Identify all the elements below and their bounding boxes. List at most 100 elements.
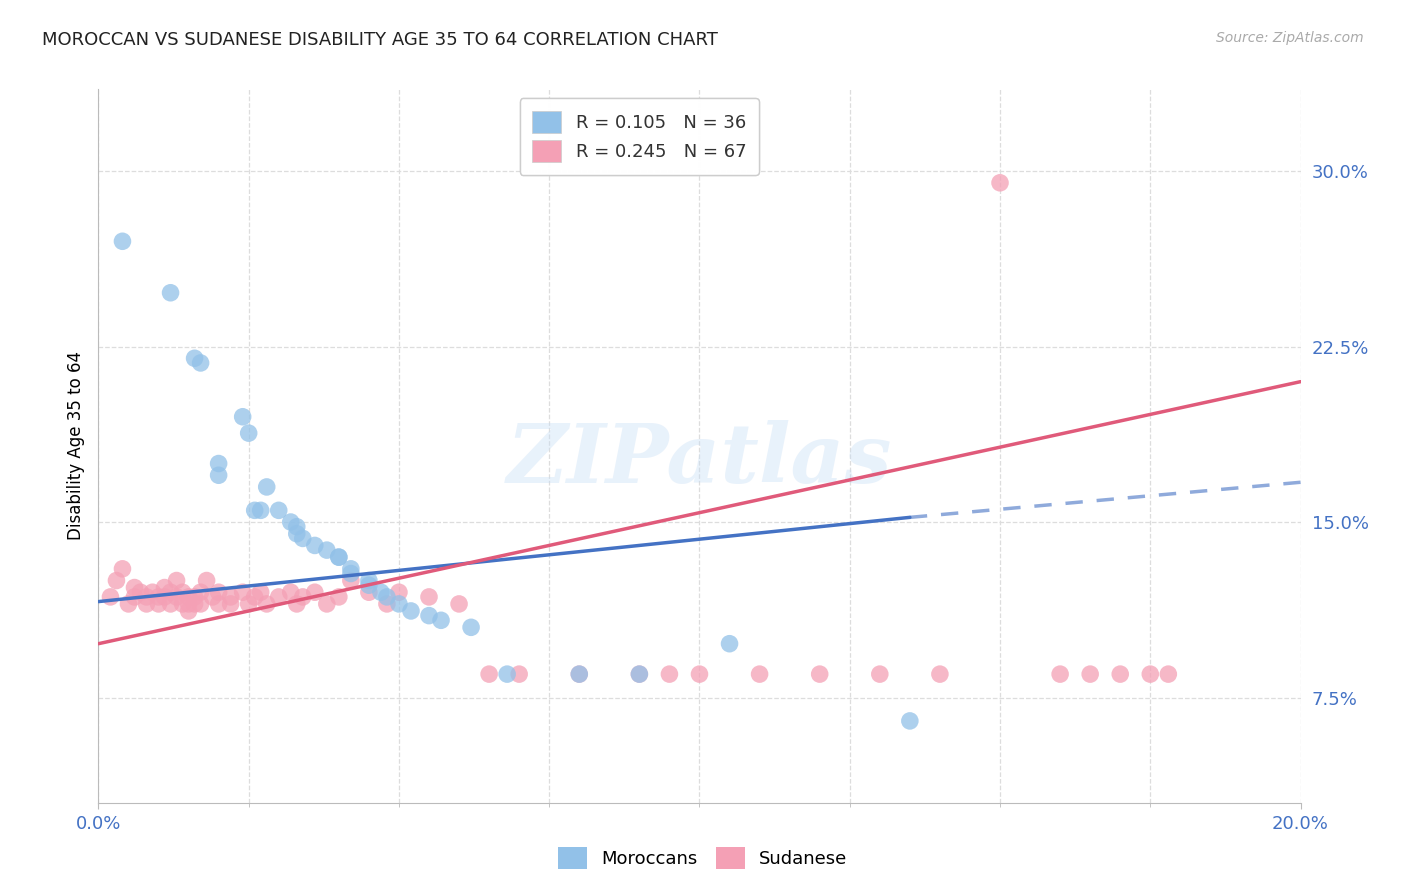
Point xyxy=(159,285,181,300)
Point xyxy=(418,590,440,604)
Point xyxy=(256,480,278,494)
Point xyxy=(141,585,163,599)
Point xyxy=(869,667,891,681)
Point xyxy=(183,597,205,611)
Legend: Moroccans, Sudanese: Moroccans, Sudanese xyxy=(550,838,856,879)
Point xyxy=(159,597,181,611)
Point xyxy=(1139,667,1161,681)
Point xyxy=(357,585,380,599)
Point xyxy=(256,597,278,611)
Point xyxy=(1157,667,1180,681)
Text: MOROCCAN VS SUDANESE DISABILITY AGE 35 TO 64 CORRELATION CHART: MOROCCAN VS SUDANESE DISABILITY AGE 35 T… xyxy=(42,31,718,49)
Point xyxy=(496,667,519,681)
Point xyxy=(285,519,308,533)
Point xyxy=(291,590,314,604)
Point xyxy=(208,585,231,599)
Y-axis label: Disability Age 35 to 64: Disability Age 35 to 64 xyxy=(66,351,84,541)
Point xyxy=(304,538,326,552)
Point xyxy=(718,637,741,651)
Point xyxy=(689,667,711,681)
Point xyxy=(898,714,921,728)
Point xyxy=(232,409,254,424)
Point xyxy=(340,562,363,576)
Point xyxy=(148,597,170,611)
Point xyxy=(201,590,224,604)
Point xyxy=(208,468,231,483)
Point xyxy=(148,590,170,604)
Point xyxy=(208,457,231,471)
Point xyxy=(304,585,326,599)
Point xyxy=(375,597,398,611)
Point xyxy=(291,532,314,546)
Point xyxy=(190,597,212,611)
Legend: R = 0.105   N = 36, R = 0.245   N = 67: R = 0.105 N = 36, R = 0.245 N = 67 xyxy=(520,98,759,175)
Point xyxy=(153,581,176,595)
Point xyxy=(388,597,411,611)
Point xyxy=(267,590,290,604)
Point xyxy=(172,585,194,599)
Point xyxy=(748,667,770,681)
Point xyxy=(315,597,337,611)
Point xyxy=(238,597,260,611)
Point xyxy=(159,585,181,599)
Point xyxy=(568,667,591,681)
Point xyxy=(135,597,157,611)
Point xyxy=(249,585,271,599)
Point xyxy=(328,550,350,565)
Point xyxy=(285,526,308,541)
Point xyxy=(190,585,212,599)
Text: Source: ZipAtlas.com: Source: ZipAtlas.com xyxy=(1216,31,1364,45)
Text: ZIPatlas: ZIPatlas xyxy=(506,420,893,500)
Point xyxy=(172,597,194,611)
Point xyxy=(508,667,530,681)
Point xyxy=(929,667,952,681)
Point xyxy=(328,550,350,565)
Point xyxy=(988,176,1011,190)
Point xyxy=(340,566,363,581)
Point xyxy=(232,585,254,599)
Point xyxy=(1049,667,1071,681)
Point xyxy=(166,590,188,604)
Point xyxy=(628,667,651,681)
Point xyxy=(430,613,453,627)
Point xyxy=(111,562,134,576)
Point xyxy=(190,356,212,370)
Point xyxy=(195,574,218,588)
Point xyxy=(100,590,122,604)
Point xyxy=(285,597,308,611)
Point xyxy=(478,667,501,681)
Point xyxy=(177,604,200,618)
Point xyxy=(370,585,392,599)
Point xyxy=(357,574,380,588)
Point xyxy=(280,585,302,599)
Point xyxy=(129,585,152,599)
Point xyxy=(460,620,482,634)
Point xyxy=(1109,667,1132,681)
Point xyxy=(808,667,831,681)
Point xyxy=(340,574,363,588)
Point xyxy=(628,667,651,681)
Point xyxy=(568,667,591,681)
Point xyxy=(153,590,176,604)
Point xyxy=(328,590,350,604)
Point xyxy=(177,597,200,611)
Point xyxy=(183,351,205,366)
Point xyxy=(315,543,337,558)
Point xyxy=(124,581,146,595)
Point xyxy=(249,503,271,517)
Point xyxy=(357,578,380,592)
Point xyxy=(117,597,139,611)
Point xyxy=(658,667,681,681)
Point xyxy=(375,590,398,604)
Point xyxy=(280,515,302,529)
Point xyxy=(399,604,422,618)
Point xyxy=(267,503,290,517)
Point xyxy=(124,590,146,604)
Point xyxy=(447,597,470,611)
Point xyxy=(388,585,411,599)
Point xyxy=(243,503,266,517)
Point xyxy=(243,590,266,604)
Point xyxy=(238,426,260,441)
Point xyxy=(418,608,440,623)
Point xyxy=(208,597,231,611)
